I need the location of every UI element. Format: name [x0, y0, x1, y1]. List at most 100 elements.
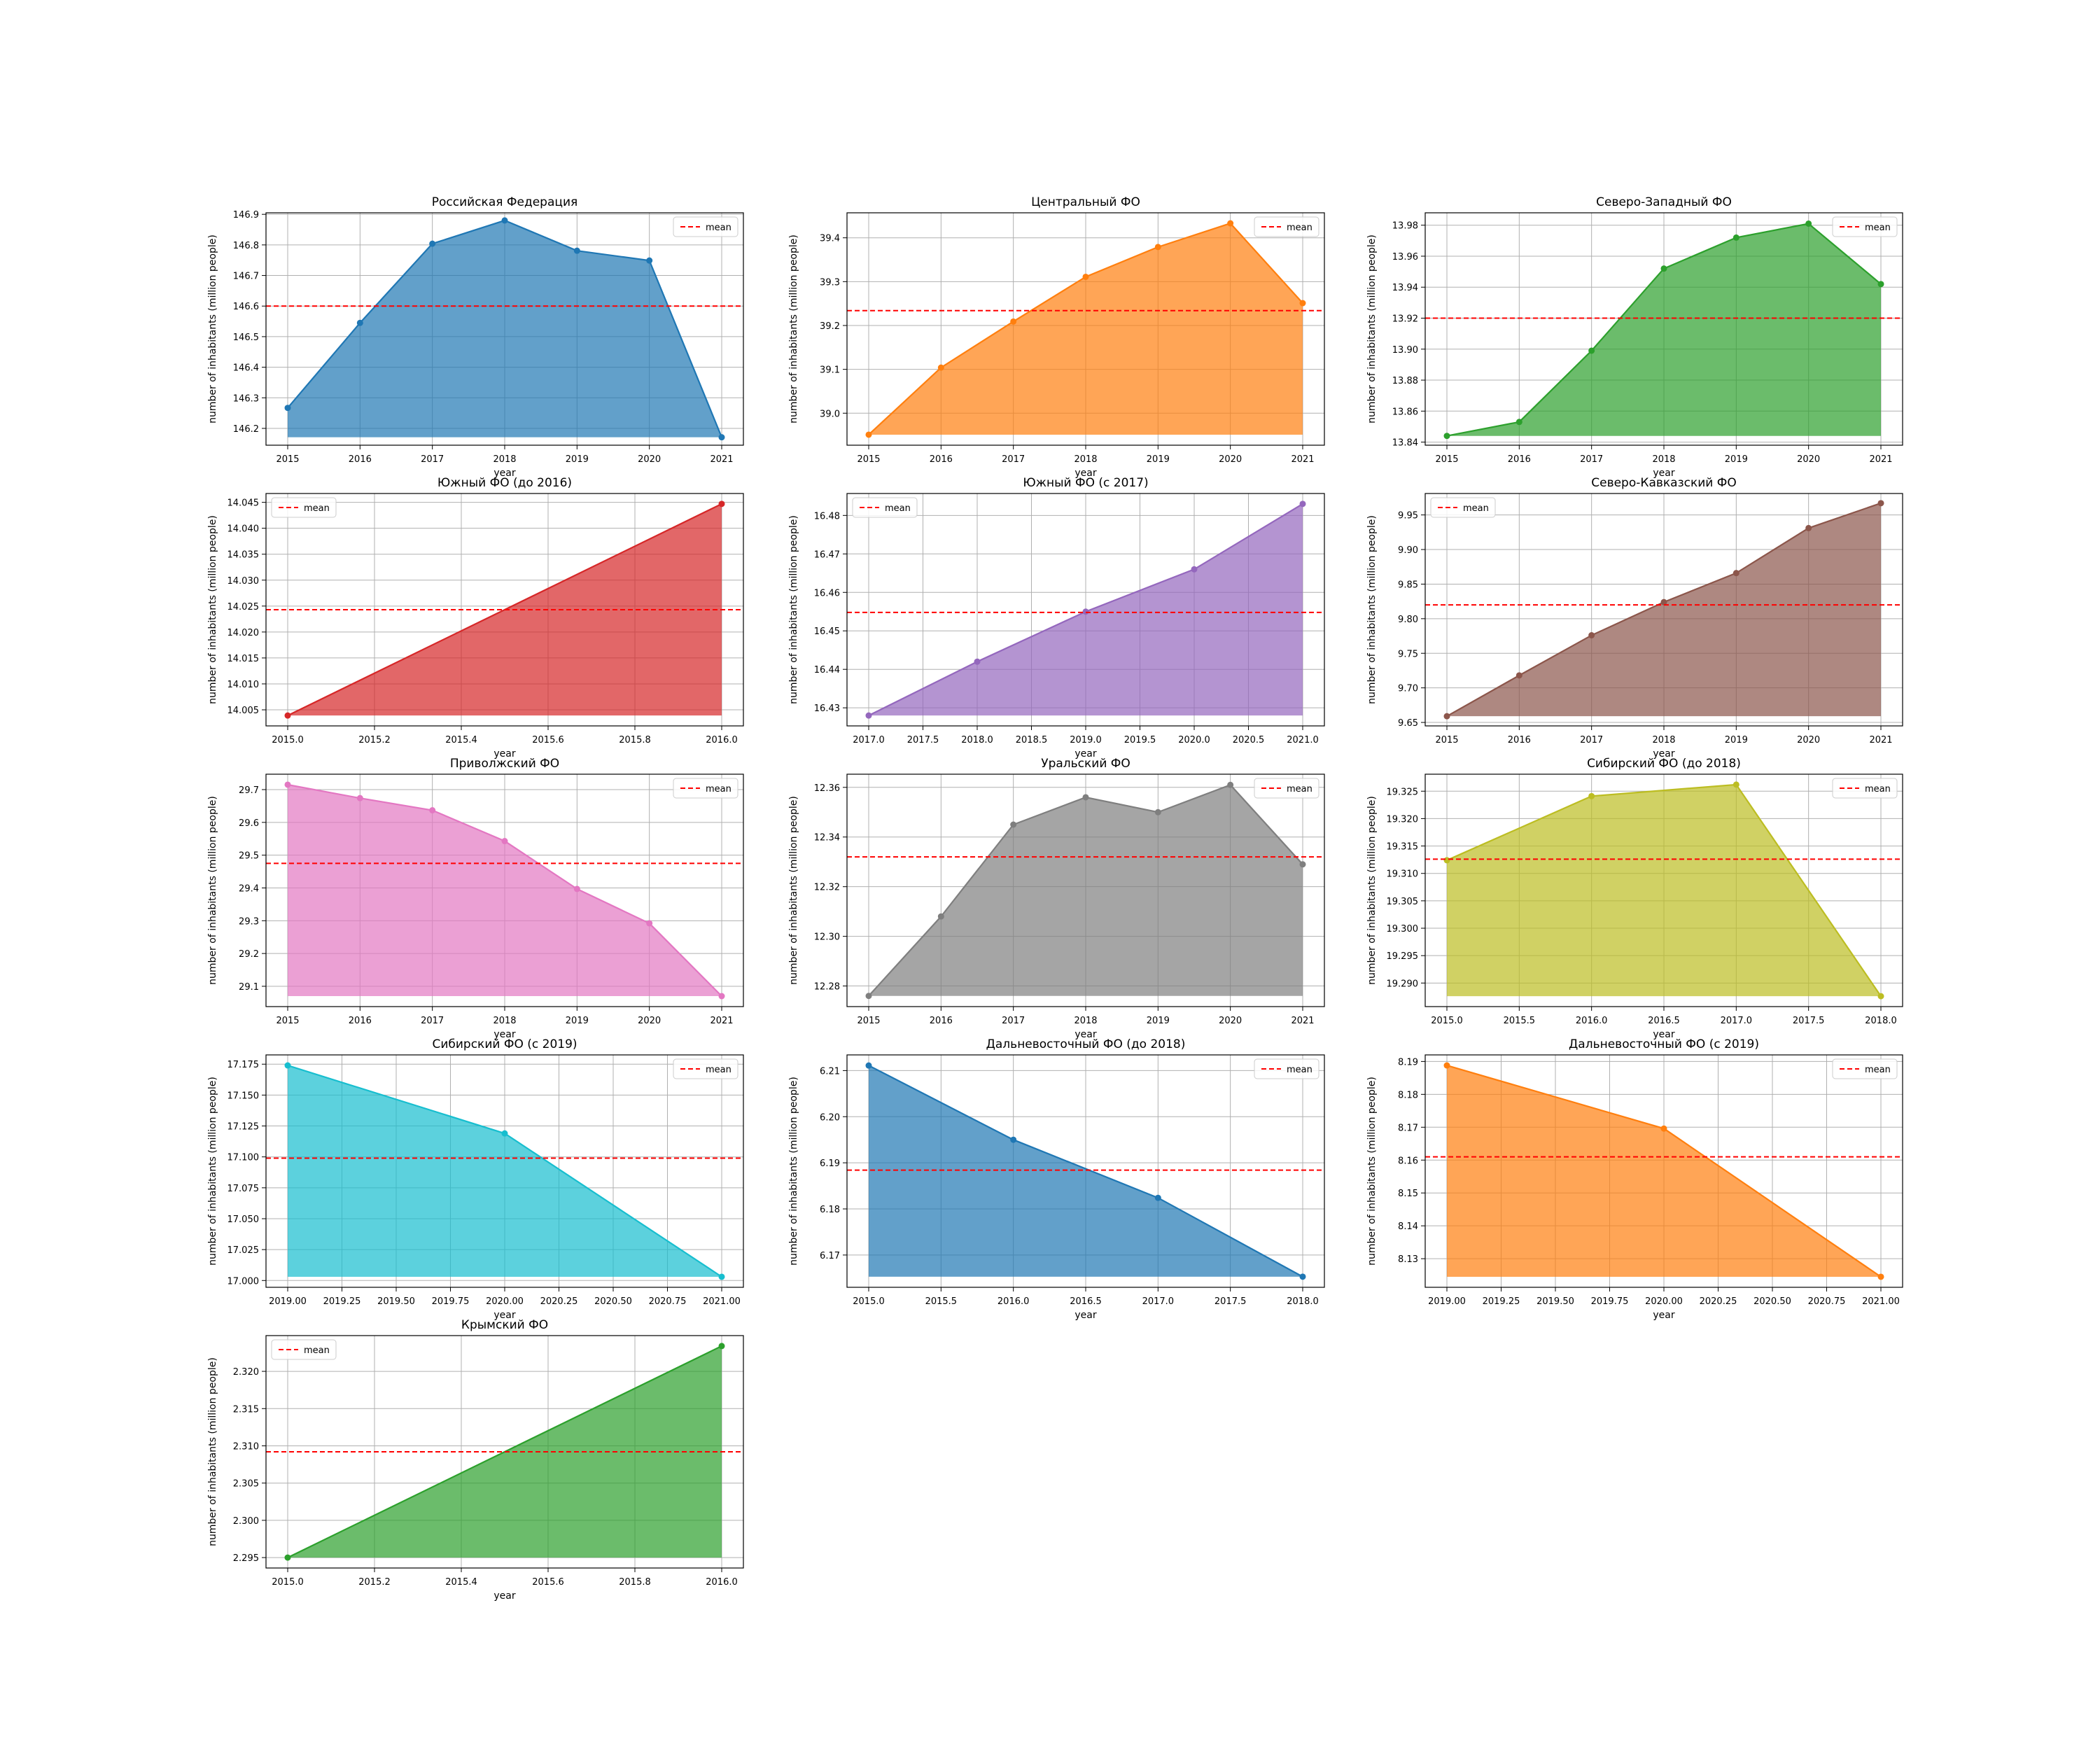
x-tick-label: 2018 [1074, 1016, 1097, 1026]
x-axis-label: year [493, 1310, 515, 1321]
y-tick-label: 17.175 [227, 1060, 260, 1070]
data-point [718, 500, 725, 507]
data-point [573, 247, 580, 254]
chart-panel-11: 2015.0 2015.5 2016.0 2016.5 2017.0 2017.5 2018… [788, 1037, 1325, 1321]
x-tick-label: 2018.5 [1016, 735, 1048, 746]
x-tick-label: 2016.0 [997, 1296, 1030, 1307]
y-tick-label: 13.86 [1392, 407, 1418, 417]
data-point [865, 712, 872, 719]
x-tick-label: 2015 [1435, 454, 1458, 465]
area-fill [288, 784, 722, 997]
axes-frame [846, 212, 1325, 446]
chart-panel-2: 2015 2016 2017 2018 2019 2020 2021 39.0 39.1 39.2… [788, 195, 1325, 479]
data-point [1010, 318, 1017, 325]
axes-frame [265, 1335, 744, 1569]
y-tick-label: 19.305 [1387, 897, 1419, 907]
legend-box [1254, 778, 1320, 799]
legend-mean-label: mean [304, 1345, 330, 1356]
x-tick-label: 2020.25 [1700, 1296, 1737, 1307]
data-point [501, 217, 508, 224]
y-tick-label: 2.300 [233, 1516, 259, 1527]
x-tick-label: 2018.0 [1287, 1296, 1319, 1307]
y-tick-label: 2.315 [233, 1404, 259, 1415]
legend-mean-label: mean [706, 223, 732, 233]
x-axis-label: year [1074, 1310, 1096, 1321]
x-tick-label: 2016 [1508, 454, 1531, 465]
x-tick-label: 2020.50 [594, 1296, 632, 1307]
y-tick-label: 8.13 [1398, 1254, 1418, 1265]
y-tick-label: 12.30 [814, 932, 840, 943]
x-tick-label: 2017 [1580, 454, 1603, 465]
data-point [1805, 524, 1812, 531]
legend-box [852, 497, 918, 518]
data-point [1516, 672, 1522, 679]
legend-box [673, 216, 738, 237]
chart-panel-6: 2015 2016 2017 2018 2019 2020 2021 9.65 9.70 9.75… [1366, 476, 1903, 760]
data-point [1877, 281, 1884, 288]
y-tick-label: 29.3 [239, 916, 259, 927]
x-tick-label: 2017.5 [907, 735, 939, 746]
y-tick-label: 14.025 [227, 602, 260, 612]
chart-panel-9: 2015.0 2015.5 2016.0 2016.5 2017.0 2017.5 2018… [1366, 757, 1903, 1040]
x-tick-label: 2016 [930, 1016, 953, 1026]
x-tick-label: 2016.5 [1070, 1296, 1102, 1307]
legend: mean [1254, 778, 1320, 799]
x-tick-label: 2017.0 [853, 735, 885, 746]
legend-mean-label: mean [1463, 503, 1489, 514]
x-tick-label: 2020.00 [1645, 1296, 1683, 1307]
data-point [1588, 792, 1595, 799]
y-tick-label: 9.70 [1398, 684, 1418, 694]
y-tick-label: 19.295 [1387, 951, 1419, 962]
x-axis-label: year [1074, 468, 1096, 479]
legend: mean [673, 216, 738, 237]
x-tick-label: 2019 [566, 1016, 589, 1026]
chart-panel-7: 2015 2016 2017 2018 2019 2020 2021 29.1 29.2 29.3… [207, 757, 744, 1040]
x-tick-label: 2021.0 [1287, 735, 1319, 746]
data-point [1191, 566, 1198, 573]
y-tick-label: 14.005 [227, 706, 260, 716]
legend-box [673, 778, 738, 799]
legend: mean [271, 497, 337, 518]
data-point [937, 913, 944, 920]
data-point [429, 240, 436, 247]
x-tick-label: 2016 [1508, 735, 1531, 746]
x-tick-label: 2020.0 [1178, 735, 1210, 746]
y-tick-label: 19.300 [1387, 924, 1419, 934]
y-tick-label: 16.46 [814, 588, 840, 598]
x-tick-label: 2019.75 [1591, 1296, 1629, 1307]
y-tick-label: 146.6 [233, 302, 259, 312]
y-tick-label: 17.150 [227, 1091, 260, 1101]
x-tick-label: 2019 [1147, 1016, 1170, 1026]
x-tick-label: 2019.25 [1483, 1296, 1520, 1307]
data-point [1154, 808, 1161, 816]
chart-panel-1: 2015 2016 2017 2018 2019 2020 2021 146.2 146.3 14… [207, 195, 744, 479]
y-tick-label: 146.5 [233, 332, 259, 343]
y-axis-label: number of inhabitants (million people) [788, 234, 799, 424]
x-tick-label: 2020.75 [649, 1296, 687, 1307]
data-point [1154, 1194, 1161, 1201]
area-fill [869, 1065, 1303, 1277]
series-line [1446, 783, 1882, 997]
y-axis-label: number of inhabitants (million people) [788, 796, 799, 985]
x-tick-label: 2019.75 [432, 1296, 470, 1307]
legend: mean [1430, 497, 1496, 518]
data-point [1299, 300, 1306, 307]
x-axis-label: year [1653, 1310, 1674, 1321]
x-tick-label: 2015.4 [445, 1577, 477, 1588]
data-point [1299, 1273, 1306, 1280]
data-point [718, 1343, 725, 1350]
y-axis-label: number of inhabitants (million people) [207, 1077, 218, 1266]
x-tick-label: 2015.0 [272, 1577, 304, 1588]
area-fill [1447, 503, 1881, 717]
legend-mean-label: mean [885, 503, 911, 514]
data-point [284, 781, 291, 788]
y-tick-label: 13.84 [1392, 438, 1418, 449]
legend-box [271, 497, 337, 518]
y-axis-label: number of inhabitants (million people) [1366, 796, 1378, 985]
y-axis-label: number of inhabitants (million people) [788, 515, 799, 704]
x-tick-label: 2020.00 [486, 1296, 524, 1307]
data-point [501, 1130, 508, 1137]
y-tick-label: 14.035 [227, 550, 260, 561]
x-tick-label: 2015.0 [272, 735, 304, 746]
chart-title: Центральный ФО [1031, 195, 1140, 209]
